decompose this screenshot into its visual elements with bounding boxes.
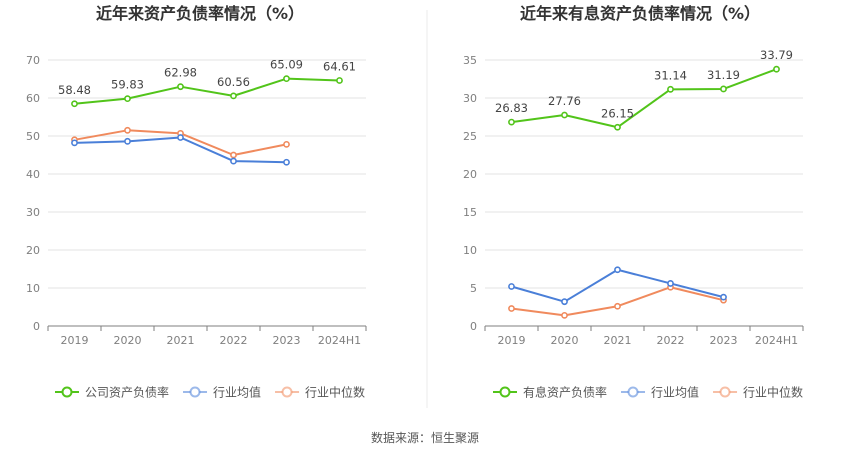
chart1-data-label: 60.56 <box>217 75 250 89</box>
chart1-data-label: 58.48 <box>58 83 91 97</box>
chart1-ytick-label: 0 <box>33 320 40 333</box>
chart1-xtick-label: 2019 <box>61 334 89 347</box>
chart1-ytick-label: 10 <box>26 282 40 295</box>
chart2-ytick-label: 5 <box>470 282 477 295</box>
chart2-series-1-point <box>614 123 621 131</box>
chart2-ytick-label: 25 <box>463 130 477 143</box>
chart1-series-line-1 <box>74 77 340 105</box>
chart2-series-3-point <box>561 311 568 319</box>
chart1-ytick-label: 60 <box>26 92 40 105</box>
chart2-ytick-label: 10 <box>463 244 477 257</box>
chart1-ytick-label: 70 <box>26 54 40 67</box>
chart2-series-1-point <box>773 65 780 73</box>
chart1-series-3-point <box>230 151 237 159</box>
chart2-data-label: 26.15 <box>601 106 634 120</box>
chart2-xtick-label: 2024H1 <box>755 334 798 347</box>
chart1-xtick-label: 2024H1 <box>318 334 361 347</box>
chart2-ytick-label: 0 <box>470 320 477 333</box>
chart2-series-2-point <box>667 280 674 287</box>
chart2-xtick-label: 2021 <box>604 334 632 347</box>
chart2-legend-marker <box>627 386 639 398</box>
chart2-xtick-label: 2020 <box>551 334 579 347</box>
chart1-ytick-label: 50 <box>26 130 40 143</box>
chart1-series-1-point <box>230 92 237 100</box>
chart1-series-2-point <box>71 139 78 147</box>
chart1-ytick-label: 40 <box>26 168 40 181</box>
chart1-legend-marker <box>61 386 73 398</box>
chart2-series-2-point <box>508 283 515 290</box>
chart2-legend-marker <box>499 386 511 398</box>
chart2-ytick-label: 30 <box>463 92 477 105</box>
chart2-series-2-point <box>561 298 568 306</box>
chart2-series-line-1 <box>511 68 777 129</box>
chart2-xtick-label: 2023 <box>710 334 738 347</box>
chart1-xtick-label: 2022 <box>220 334 248 347</box>
chart2-legend-label-1: 有息资产负债率 <box>523 385 607 400</box>
chart2-series-3-point <box>614 302 621 310</box>
chart2-ytick-label: 20 <box>463 168 477 181</box>
chart2-series-1-point <box>720 85 727 93</box>
chart2-data-label: 33.79 <box>760 48 793 62</box>
chart1-series-1-point <box>283 75 290 83</box>
chart1-ytick-label: 30 <box>26 206 40 219</box>
chart2-series-1-point <box>667 85 674 93</box>
chart2-ytick-label: 35 <box>463 54 477 67</box>
source-note: 数据来源：恒生聚源 <box>371 430 479 445</box>
chart1-series-1-point <box>71 100 78 108</box>
chart1-series-3-point <box>283 140 290 148</box>
chart2-series-2-point <box>720 293 727 301</box>
chart2-data-label: 27.76 <box>548 94 581 108</box>
chart2-legend-label-3: 行业中位数 <box>743 385 803 400</box>
chart2-series-line-3 <box>511 286 724 317</box>
chart1-data-label: 65.09 <box>270 58 303 72</box>
chart1-data-label: 64.61 <box>323 59 356 73</box>
chart1-data-label: 59.83 <box>111 78 144 92</box>
chart1-series-1-point <box>124 95 131 103</box>
chart1-xtick-label: 2021 <box>167 334 195 347</box>
chart2-data-label: 31.19 <box>707 68 740 82</box>
chart2-series-1-point <box>561 111 568 119</box>
chart2-ytick-label: 15 <box>463 206 477 219</box>
chart1-series-2-point <box>283 158 290 166</box>
chart1-data-label: 62.98 <box>164 66 197 80</box>
chart1-title: 近年来资产负债率情况（%） <box>96 4 304 23</box>
chart2-xtick-label: 2019 <box>498 334 526 347</box>
chart2-data-label: 26.83 <box>495 101 528 115</box>
chart1-series-2-point <box>124 137 131 145</box>
chart2-data-label: 31.14 <box>654 68 687 82</box>
chart1-series-2-point <box>230 157 237 165</box>
chart2-series-3-point <box>508 305 515 312</box>
chart1-series-1-point <box>177 83 184 91</box>
chart2-legend-marker <box>719 386 731 398</box>
chart1-legend-label-1: 公司资产负债率 <box>85 385 169 400</box>
chart1-ytick-label: 20 <box>26 244 40 257</box>
chart1-xtick-label: 2023 <box>273 334 301 347</box>
chart2-xtick-label: 2022 <box>657 334 685 347</box>
chart2-series-2-point <box>614 266 621 274</box>
chart1-series-3-point <box>124 126 131 134</box>
chart1-series-2-point <box>177 134 184 141</box>
chart2-title: 近年来有息资产负债率情况（%） <box>520 4 760 23</box>
chart1-xtick-label: 2020 <box>114 334 142 347</box>
chart1-series-1-point <box>336 77 343 84</box>
chart2-series-1-point <box>508 118 515 126</box>
chart1-legend-label-2: 行业均值 <box>213 385 261 400</box>
chart1-legend-marker <box>189 386 201 398</box>
chart2-legend-label-2: 行业均值 <box>651 385 699 400</box>
chart1-legend-marker <box>281 386 293 398</box>
chart2-series-line-2 <box>511 268 724 303</box>
chart1-legend-label-3: 行业中位数 <box>305 385 365 400</box>
